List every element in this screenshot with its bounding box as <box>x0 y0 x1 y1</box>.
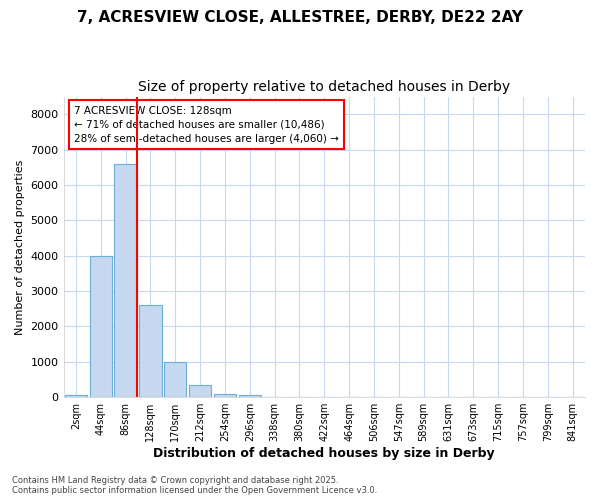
Bar <box>239 396 261 397</box>
Text: 7, ACRESVIEW CLOSE, ALLESTREE, DERBY, DE22 2AY: 7, ACRESVIEW CLOSE, ALLESTREE, DERBY, DE… <box>77 10 523 25</box>
X-axis label: Distribution of detached houses by size in Derby: Distribution of detached houses by size … <box>154 447 495 460</box>
Bar <box>89 256 112 397</box>
Bar <box>65 396 87 397</box>
Text: Contains HM Land Registry data © Crown copyright and database right 2025.
Contai: Contains HM Land Registry data © Crown c… <box>12 476 377 495</box>
Bar <box>164 362 187 397</box>
Y-axis label: Number of detached properties: Number of detached properties <box>15 159 25 334</box>
Title: Size of property relative to detached houses in Derby: Size of property relative to detached ho… <box>138 80 511 94</box>
Bar <box>189 386 211 397</box>
Text: 7 ACRESVIEW CLOSE: 128sqm
← 71% of detached houses are smaller (10,486)
28% of s: 7 ACRESVIEW CLOSE: 128sqm ← 71% of detac… <box>74 106 339 144</box>
Bar <box>214 394 236 397</box>
Bar <box>139 305 161 397</box>
Bar <box>115 164 137 397</box>
